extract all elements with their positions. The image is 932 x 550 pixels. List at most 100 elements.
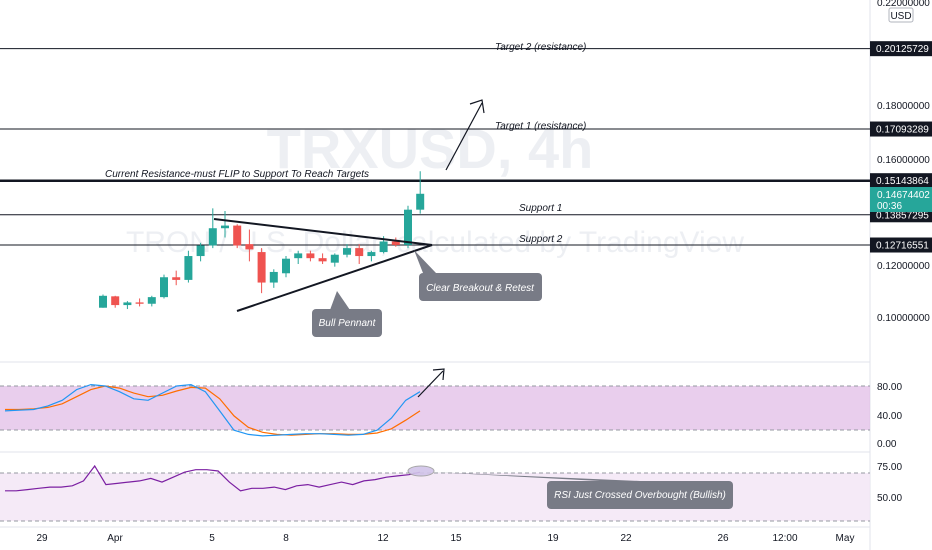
price-label-3: 0.10000000 [877,313,930,324]
stoch-axis-label-40: 40.00 [877,411,902,422]
rsi-band [0,473,870,521]
target-arrow-head [469,99,485,114]
stoch-arrow-head [432,368,445,381]
level-tag-bg-resistance [870,173,932,189]
target2-label: Target 2 (resistance) [495,42,586,53]
candle-up[interactable] [282,258,290,274]
level-tag-support1: 0.13857295 [876,210,929,221]
rsi-callout-pointer [432,472,640,481]
target-arrow-line [445,102,483,171]
current-price-tag: 0.14674402 00:36 [870,187,932,212]
rsi-line [5,464,421,492]
time-label-5: 5 [209,533,215,544]
time-axis[interactable]: 29 Apr 5 8 12 15 19 22 26 12:00 May [36,533,854,544]
pennant-callout[interactable]: Bull Pennant [312,291,382,337]
candle-up[interactable] [367,252,376,257]
rsi-callout-box [547,481,733,509]
candle-up[interactable] [184,256,193,280]
candle-up[interactable] [123,302,132,306]
currency-box[interactable] [888,7,914,23]
resistance-label: Current Resistance-must FLIP to Support … [105,169,369,180]
candle-up[interactable] [221,225,229,229]
rsi-axis-label-75: 75.00 [877,462,902,473]
stoch-axis-label-80: 80.00 [877,382,902,393]
current-price-tag-bg [870,187,932,212]
candle-down[interactable] [355,248,364,257]
current-price-value: 0.14674402 [877,190,930,201]
level-tag-bg-target2 [870,41,932,57]
time-label-apr: Apr [107,533,123,544]
stoch-arrow-line [417,370,444,398]
candle-down[interactable] [245,244,254,250]
candle-up[interactable] [208,228,217,246]
candle-down[interactable] [135,302,144,304]
breakout-callout-text: Clear Breakout & Retest [426,283,535,294]
level-tag-target1: 0.17093289 [876,125,929,136]
price-axis[interactable]: 0.22000000 USD 0.18000000 0.16000000 0.1… [877,0,930,324]
watermark-subtitle: TRON / U.S. Dollar, calculated by Tradin… [126,226,744,259]
horizontal-levels[interactable] [0,48,870,246]
pennant-callout-box [312,309,382,337]
candle-up[interactable] [330,254,339,263]
pennant-callout-pointer [330,291,350,310]
time-label-29: 29 [36,533,48,544]
price-label-1: 0.16000000 [877,155,930,166]
rsi-callout-text: RSI Just Crossed Overbought (Bullish) [554,490,726,501]
rsi-axis-label-50: 50.00 [877,493,902,504]
level-tag-support2: 0.12716551 [876,241,929,252]
price-label-0: 0.18000000 [877,101,930,112]
stoch-axis-label-0: 0.00 [877,439,897,450]
support1-label: Support 1 [519,203,562,214]
time-label-26: 26 [717,533,729,544]
candle-up[interactable] [294,253,303,259]
candle-down[interactable] [233,225,242,246]
breakout-callout-pointer [414,250,436,273]
candle-down[interactable] [391,241,400,245]
support2-label: Support 2 [519,234,563,245]
currency-label: USD [890,11,911,22]
candle-down[interactable] [306,253,315,259]
target1-label: Target 1 (resistance) [495,121,586,132]
candle-down[interactable] [111,296,120,306]
candle-up[interactable] [147,297,156,304]
price-label-2: 0.12000000 [877,261,930,272]
stoch-band [0,386,870,430]
time-label-15: 15 [450,533,462,544]
candlestick-series[interactable] [99,171,425,310]
candle-up[interactable] [269,271,278,283]
stoch-d-line [5,385,421,436]
candle-up[interactable] [343,248,351,255]
level-tag-bg-support2 [870,237,932,253]
candle-countdown: 00:36 [877,201,902,212]
pennant-upper-trendline[interactable] [213,218,433,246]
candle-up[interactable] [379,241,388,253]
candle-up[interactable] [416,193,425,210]
time-label-1200: 12:00 [772,533,797,544]
candle-down[interactable] [257,252,266,283]
candle-up[interactable] [160,277,168,298]
level-tag-target2: 0.20125729 [876,44,929,55]
time-label-may: May [836,533,855,544]
stoch-k-line [4,383,421,437]
level-tag-resistance: 0.15143864 [876,176,929,187]
level-tag-bg-target1 [870,121,932,137]
candle-down[interactable] [172,277,181,280]
watermark-symbol: TRXUSD, 4h [267,117,594,180]
candle-up[interactable] [404,209,412,245]
pennant-lower-trendline[interactable] [236,244,433,312]
breakout-callout-box [419,273,542,301]
time-label-22: 22 [620,533,632,544]
candle-down[interactable] [318,258,327,262]
pennant-callout-text: Bull Pennant [319,318,377,329]
level-price-tags: 0.20125729 0.17093289 0.15143864 0.13857295… [870,41,932,253]
time-label-12: 12 [377,533,389,544]
rsi-callout[interactable]: RSI Just Crossed Overbought (Bullish) [432,472,733,509]
price-axis-top-label: 0.22000000 [877,0,930,9]
rsi-highlight-ellipse [407,465,435,477]
candle-up[interactable] [196,245,205,257]
time-label-8: 8 [283,533,289,544]
breakout-callout[interactable]: Clear Breakout & Retest [414,250,542,301]
candle-up[interactable] [99,295,107,308]
time-label-19: 19 [547,533,559,544]
